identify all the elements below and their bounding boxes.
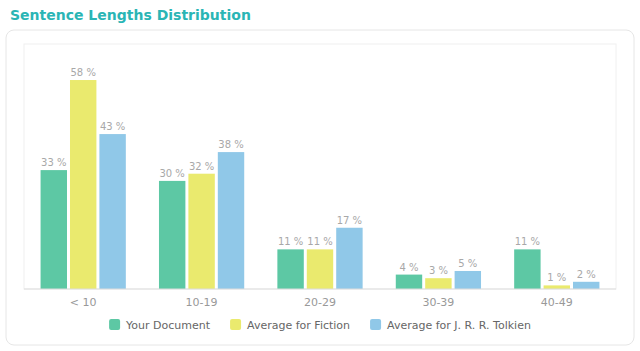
data-label: 2 %: [577, 269, 596, 280]
legend-item: Average for Fiction: [230, 319, 350, 332]
bar: [455, 271, 481, 289]
chart-title: Sentence Lengths Distribution: [10, 7, 251, 23]
data-label: 17 %: [337, 215, 362, 226]
bars: [41, 80, 600, 289]
data-label: 11 %: [307, 236, 332, 247]
bar: [307, 249, 333, 289]
bar: [99, 134, 125, 289]
x-tick-label: 30-39: [422, 296, 454, 309]
bar: [41, 170, 67, 289]
bar: [70, 80, 96, 289]
data-label: 1 %: [547, 272, 566, 283]
legend-label: Average for Fiction: [247, 319, 350, 332]
legend-label: Average for J. R. R. Tolkien: [387, 319, 531, 332]
legend-swatch: [370, 319, 381, 330]
data-label: 3 %: [429, 265, 448, 276]
data-label: 58 %: [70, 67, 95, 78]
data-label: 38 %: [218, 139, 243, 150]
data-label: 4 %: [399, 262, 418, 273]
data-label: 43 %: [100, 121, 125, 132]
data-label: 33 %: [41, 157, 66, 168]
data-labels: 33 % 30 % 11 % 4 % 11 % 58 % 32 % 11 % 3 % 1 % 43 …: [41, 67, 596, 283]
x-axis-line: [24, 289, 616, 290]
x-tick-label: < 10: [70, 296, 97, 309]
bar: [336, 228, 362, 289]
legend-swatch: [109, 319, 120, 330]
legend-label: Your Document: [125, 319, 211, 332]
x-tick-label: 10-19: [186, 296, 218, 309]
bar: [159, 181, 185, 289]
plot-frame: [24, 44, 616, 289]
legend-item: Your Document: [109, 319, 211, 332]
data-label: 5 %: [458, 258, 477, 269]
x-tick-label: 40-49: [541, 296, 573, 309]
data-label: 32 %: [189, 161, 214, 172]
bar: [396, 275, 422, 289]
data-label: 30 %: [159, 168, 184, 179]
chart-container: Sentence Lengths Distribution 33 % 30 % 11 …: [0, 0, 640, 351]
panel-border: [6, 30, 634, 345]
bar: [277, 249, 303, 289]
legend-swatch: [230, 319, 241, 330]
bar: [425, 278, 451, 289]
data-label: 11 %: [278, 236, 303, 247]
bar: [573, 282, 599, 289]
bar: [218, 152, 244, 289]
bar: [514, 249, 540, 289]
x-tick-label: 20-29: [304, 296, 336, 309]
legend-item: Average for J. R. R. Tolkien: [370, 319, 531, 332]
chart-svg: Sentence Lengths Distribution 33 % 30 % 11 …: [0, 0, 640, 351]
data-label: 11 %: [515, 236, 540, 247]
bar: [188, 174, 214, 289]
bar: [544, 285, 570, 289]
legend: Your Document Average for Fiction Average …: [109, 319, 531, 332]
